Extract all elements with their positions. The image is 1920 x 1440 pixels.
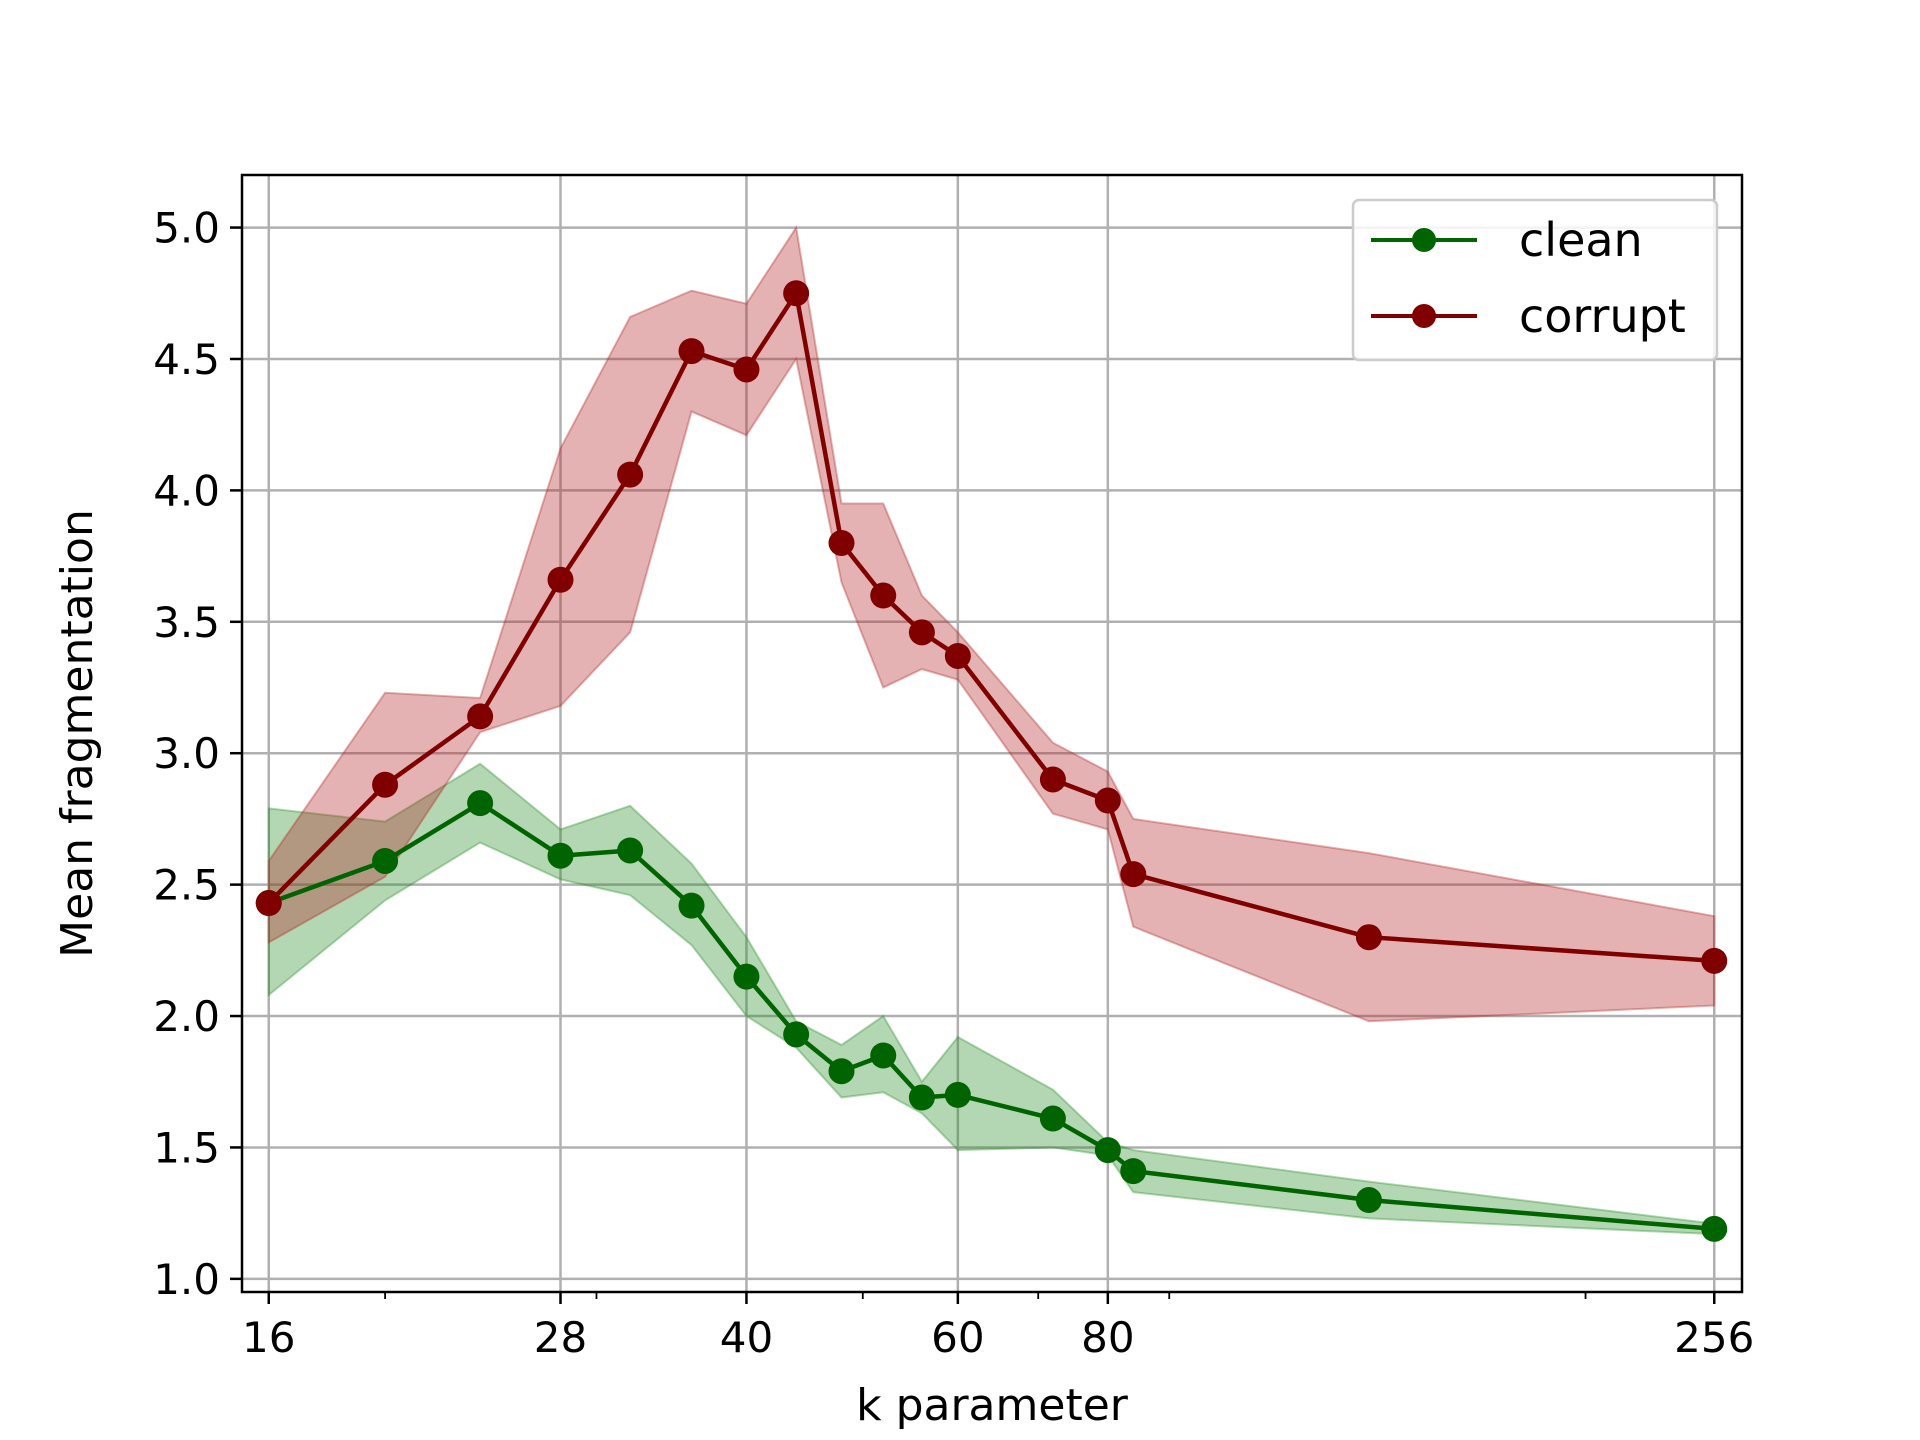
x-tick-label: 16 xyxy=(242,1313,295,1362)
corrupt-point xyxy=(828,529,855,556)
y-tick-label: 5.0 xyxy=(153,204,220,253)
legend: clean corrupt xyxy=(1351,198,1719,362)
legend-corrupt-label: corrupt xyxy=(1519,289,1686,343)
clean-point xyxy=(1701,1215,1728,1242)
clean-point xyxy=(783,1021,810,1048)
y-tick-label: 1.0 xyxy=(153,1255,220,1304)
corrupt-confidence-band xyxy=(267,224,1716,1023)
clean-point xyxy=(908,1084,935,1111)
clean-point xyxy=(678,892,705,919)
clean-point xyxy=(870,1042,897,1069)
y-tick-label: 2.0 xyxy=(153,992,220,1041)
clean-point xyxy=(1094,1137,1121,1164)
x-axis-label: k parameter xyxy=(856,1380,1129,1431)
corrupt-point xyxy=(1701,947,1728,974)
corrupt-point xyxy=(908,619,935,646)
clean-point xyxy=(372,847,399,874)
x-tick-label: 28 xyxy=(534,1313,587,1362)
corrupt-point xyxy=(944,642,971,669)
y-tick-label: 4.5 xyxy=(153,335,220,384)
clean-point xyxy=(944,1081,971,1108)
y-tick-label: 2.5 xyxy=(153,861,220,910)
y-tick-label: 4.0 xyxy=(153,466,220,515)
corrupt-point xyxy=(1094,787,1121,814)
corrupt-point xyxy=(255,890,282,917)
clean-point xyxy=(547,842,574,869)
series-points xyxy=(255,280,1728,1242)
clean-point xyxy=(733,963,760,990)
y-tick-label: 1.5 xyxy=(153,1123,220,1172)
corrupt-point xyxy=(783,280,810,307)
corrupt-point xyxy=(617,461,644,488)
corrupt-point xyxy=(733,356,760,383)
legend-clean-label: clean xyxy=(1519,213,1643,267)
clean-point xyxy=(467,790,494,817)
y-axis-ticks: 1.0 1.5 2.0 2.5 3.0 3.5 4.0 4.5 5.0 xyxy=(153,204,242,1304)
corrupt-point xyxy=(1039,766,1066,793)
corrupt-point xyxy=(467,703,494,730)
legend-clean-marker xyxy=(1412,228,1436,252)
legend-corrupt-marker xyxy=(1412,304,1436,328)
clean-point xyxy=(617,837,644,864)
corrupt-point xyxy=(372,771,399,798)
y-tick-label: 3.5 xyxy=(153,598,220,647)
clean-point xyxy=(1120,1158,1147,1185)
corrupt-point xyxy=(1355,924,1382,951)
clean-point xyxy=(1355,1187,1382,1214)
x-tick-label: 60 xyxy=(931,1313,984,1362)
x-tick-label: 40 xyxy=(720,1313,773,1362)
corrupt-point xyxy=(547,566,574,593)
clean-point xyxy=(828,1058,855,1085)
x-axis-ticks: 16 28 40 60 80 256 xyxy=(242,1292,1754,1362)
clean-point xyxy=(1039,1105,1066,1132)
x-tick-label: 256 xyxy=(1674,1313,1754,1362)
y-axis-label: Mean fragmentation xyxy=(52,509,103,958)
corrupt-point xyxy=(870,582,897,609)
corrupt-point xyxy=(678,338,705,365)
plot-frame xyxy=(240,173,1744,1294)
y-tick-label: 3.0 xyxy=(153,729,220,778)
corrupt-point xyxy=(1120,861,1147,888)
x-tick-label: 80 xyxy=(1081,1313,1134,1362)
